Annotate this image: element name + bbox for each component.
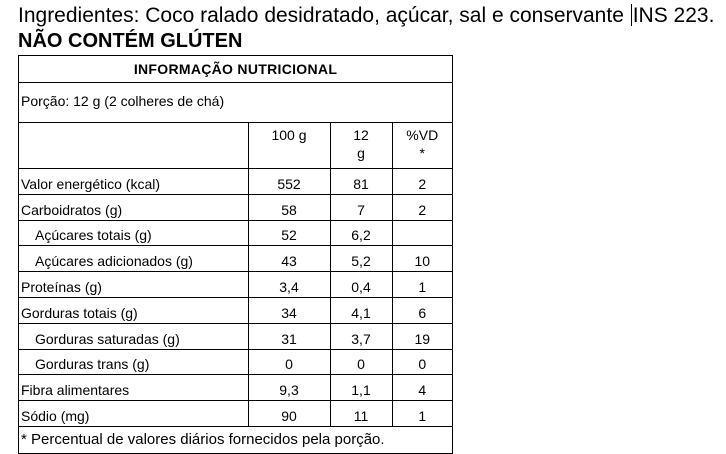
row-value-100g: 31	[247, 323, 330, 350]
row-value-100g: 9,3	[247, 374, 330, 402]
row-value-12g: 4,1	[329, 297, 392, 324]
row-value-100g: 58	[247, 194, 330, 221]
row-label: Fibra alimentares	[19, 374, 248, 402]
table-row: Fibra alimentares 9,3 1,1 4	[19, 374, 452, 402]
table-row: Gorduras totais (g) 34 4,1 6	[19, 297, 452, 324]
row-value-12g: 81	[329, 168, 392, 195]
row-value-12g: 1,1	[329, 374, 392, 402]
row-value-vd: 10	[391, 245, 452, 273]
ingredients-list: Ingredientes: Coco ralado desidratado, a…	[18, 4, 630, 27]
header-100g: 100 g	[247, 123, 330, 169]
row-value-vd: 4	[391, 374, 452, 402]
row-value-vd: 1	[391, 400, 452, 426]
header-vd: %VD *	[391, 123, 452, 169]
row-value-100g: 34	[247, 297, 330, 324]
row-value-vd: 2	[391, 194, 452, 221]
header-label-cell	[19, 123, 248, 169]
row-label: Valor energético (kcal)	[19, 168, 248, 195]
row-value-vd: 19	[391, 323, 452, 350]
row-value-vd	[391, 220, 452, 247]
gluten-warning: NÃO CONTÉM GLÚTEN	[18, 30, 243, 52]
nutrition-facts-table: INFORMAÇÃO NUTRICIONAL Porção: 12 g (2 c…	[18, 55, 453, 454]
table-row: Gorduras saturadas (g) 31 3,7 19	[19, 323, 452, 350]
row-value-100g: 43	[247, 245, 330, 273]
table-row: Gorduras trans (g) 0 0 0	[19, 349, 452, 376]
row-value-100g: 0	[247, 349, 330, 376]
table-footnote: * Percentual de valores diários fornecid…	[19, 425, 452, 453]
row-value-vd: 0	[391, 349, 452, 376]
row-label: Gorduras trans (g)	[19, 349, 248, 376]
ingredients-text: Ingredientes: Coco ralado desidratado, a…	[18, 3, 718, 29]
table-row: Sódio (mg) 90 11 1	[19, 400, 452, 426]
row-label: Gorduras saturadas (g)	[19, 323, 248, 350]
row-value-12g: 11	[329, 400, 392, 426]
table-row: Carboidratos (g) 58 7 2	[19, 194, 452, 221]
row-value-vd: 1	[391, 271, 452, 298]
row-value-12g: 3,7	[329, 323, 392, 350]
nutrition-grid: 100 g 12 g %VD * Valor energético (kcal)…	[19, 123, 452, 426]
row-value-12g: 0,4	[329, 271, 392, 298]
row-value-100g: 52	[247, 220, 330, 247]
row-value-100g: 3,4	[247, 271, 330, 298]
row-label: Açúcares totais (g)	[19, 220, 248, 247]
row-value-12g: 5,2	[329, 245, 392, 273]
table-row: Proteínas (g) 3,4 0,4 1	[19, 271, 452, 298]
row-label: Carboidratos (g)	[19, 194, 248, 221]
row-value-100g: 552	[247, 168, 330, 195]
row-value-vd: 2	[391, 168, 452, 195]
row-label: Açúcares adicionados (g)	[19, 245, 248, 273]
row-value-12g: 6,2	[329, 220, 392, 247]
row-label: Gorduras totais (g)	[19, 297, 248, 324]
row-value-vd: 6	[391, 297, 452, 324]
header-12g: 12 g	[329, 123, 392, 169]
table-title: INFORMAÇÃO NUTRICIONAL	[19, 56, 452, 83]
ingredients-additive: INS 223.	[632, 4, 715, 27]
portion-size: Porção: 12 g (2 colheres de chá)	[19, 83, 452, 123]
table-row: Açúcares adicionados (g) 43 5,2 10	[19, 245, 452, 273]
row-value-100g: 90	[247, 400, 330, 426]
row-value-12g: 0	[329, 349, 392, 376]
text-cursor	[630, 4, 632, 26]
header-row: 100 g 12 g %VD *	[19, 123, 452, 169]
row-value-12g: 7	[329, 194, 392, 221]
row-label: Sódio (mg)	[21, 407, 90, 424]
table-row: Valor energético (kcal) 552 81 2	[19, 168, 452, 195]
row-label: Proteínas (g)	[19, 271, 248, 298]
table-row: Açúcares totais (g) 52 6,2	[19, 220, 452, 247]
